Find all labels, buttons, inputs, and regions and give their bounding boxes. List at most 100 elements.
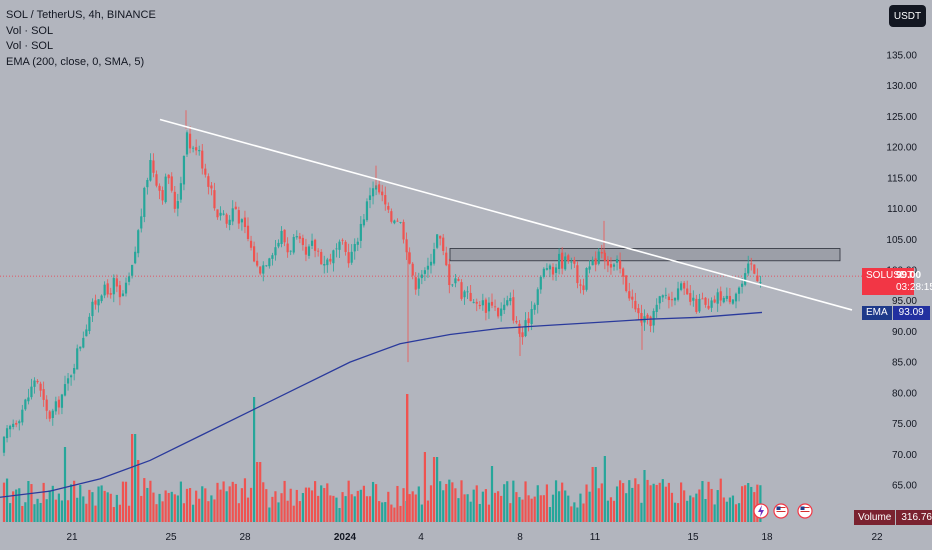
candle-body — [70, 375, 73, 378]
legend-symbol-line[interactable]: SOL / TetherUS, 4h, BINANCE — [6, 9, 156, 21]
trendline[interactable] — [159, 118, 853, 311]
volume-bar-spike — [406, 394, 409, 522]
volume-bar — [393, 507, 396, 522]
us-flag-event-icon[interactable] — [773, 503, 789, 519]
resistance-zone — [449, 248, 841, 262]
candle-body — [558, 253, 561, 270]
candle-body — [256, 260, 259, 266]
volume-bar — [57, 493, 60, 522]
volume-bar — [326, 483, 329, 522]
volume-bar — [170, 491, 173, 522]
chart-legend: SOL / TetherUS, 4h, BINANCE Vol · SOL Vo… — [6, 8, 156, 70]
candle-body — [725, 295, 728, 299]
candle-body — [737, 287, 741, 294]
candle-body — [548, 265, 552, 270]
volume-bar — [698, 489, 701, 522]
volume-bar — [551, 494, 555, 522]
resistance-zone-rect[interactable] — [449, 248, 841, 262]
us-flag-event-icon[interactable] — [797, 503, 813, 519]
candle-body — [18, 421, 21, 424]
candle-body — [533, 304, 536, 310]
candle-body — [567, 255, 570, 262]
volume-bar — [201, 486, 204, 522]
candle-body — [240, 219, 243, 223]
volume-bar — [42, 482, 45, 522]
volume-bar — [100, 485, 103, 522]
volume-bar — [320, 485, 323, 522]
candle-body — [585, 267, 588, 290]
candle-body — [36, 380, 39, 383]
candle-body — [686, 288, 689, 295]
candle-body — [475, 301, 478, 304]
volume-bar — [457, 498, 460, 522]
candle-body — [213, 190, 216, 209]
volume-bar — [124, 481, 128, 522]
candle-body — [237, 210, 240, 224]
volume-bar — [368, 496, 372, 522]
candle-body — [661, 295, 664, 298]
candle-body — [518, 323, 521, 334]
candle-body — [536, 289, 539, 305]
price-tick-6: 105.00 — [886, 235, 917, 246]
time-tick-5: 8 — [517, 532, 523, 543]
volume-bar — [12, 491, 15, 522]
candle-body — [27, 397, 30, 402]
volume-bar — [701, 481, 704, 522]
candle-body — [689, 293, 692, 302]
volume-bar — [512, 480, 515, 522]
volume-bar — [487, 504, 491, 522]
volume-bar — [192, 504, 195, 522]
volume-bar — [634, 478, 637, 522]
candle-body — [112, 277, 115, 295]
candle-body — [91, 301, 94, 317]
volume-bar — [521, 499, 524, 522]
legend-indicator-volume-2[interactable]: Vol · SOL — [6, 40, 54, 52]
candle-body — [344, 241, 347, 252]
volume-bar — [112, 507, 115, 522]
price-tick-9: 90.00 — [892, 327, 917, 338]
volume-bar — [689, 495, 692, 522]
price-tick-1: 130.00 — [886, 81, 917, 92]
candle-body — [134, 251, 137, 264]
volume-bar — [249, 487, 253, 522]
candle-body — [481, 300, 484, 306]
candle-body — [234, 206, 237, 210]
volume-bar — [353, 496, 356, 522]
candle-body — [503, 304, 506, 311]
volume-bar — [155, 504, 158, 522]
volume-bar — [332, 495, 335, 522]
descending-trendline[interactable] — [159, 118, 853, 311]
candle-body — [66, 378, 70, 384]
candle-body — [524, 320, 527, 337]
candle-body — [131, 264, 134, 276]
volume-bar — [637, 484, 640, 522]
volume-bar — [317, 495, 320, 522]
price-tick-14: 65.00 — [892, 481, 917, 492]
candle-body — [30, 386, 33, 398]
volume-bar — [304, 487, 308, 522]
volume-bar — [475, 485, 478, 522]
volume-bar — [594, 467, 597, 522]
event-markers[interactable] — [753, 503, 813, 519]
time-axis[interactable]: 21 25 28 2024 4 8 11 15 18 22 — [66, 532, 883, 543]
legend-indicator-volume-1[interactable]: Vol · SOL — [6, 24, 54, 37]
price-tick-13: 70.00 — [892, 450, 917, 461]
volume-bar — [670, 492, 674, 522]
volume-bar — [277, 502, 280, 522]
volume-bar — [725, 501, 728, 522]
ema-200-line[interactable] — [0, 311, 763, 498]
legend-indicator-ema[interactable]: EMA (200, close, 0, SMA, 5) — [6, 55, 145, 68]
volume-bar — [658, 482, 661, 522]
candle-body — [405, 239, 408, 253]
volume-bar — [411, 491, 414, 522]
volume-bar — [134, 434, 137, 522]
time-tick-6: 11 — [590, 532, 601, 543]
time-tick-8: 18 — [761, 532, 773, 543]
volume-bar — [533, 496, 536, 522]
currency-button[interactable]: USDT — [889, 5, 926, 27]
flash-event-icon[interactable] — [753, 503, 769, 519]
candle-body — [707, 305, 710, 309]
candle-body — [100, 295, 103, 302]
volume-bar — [493, 492, 497, 522]
